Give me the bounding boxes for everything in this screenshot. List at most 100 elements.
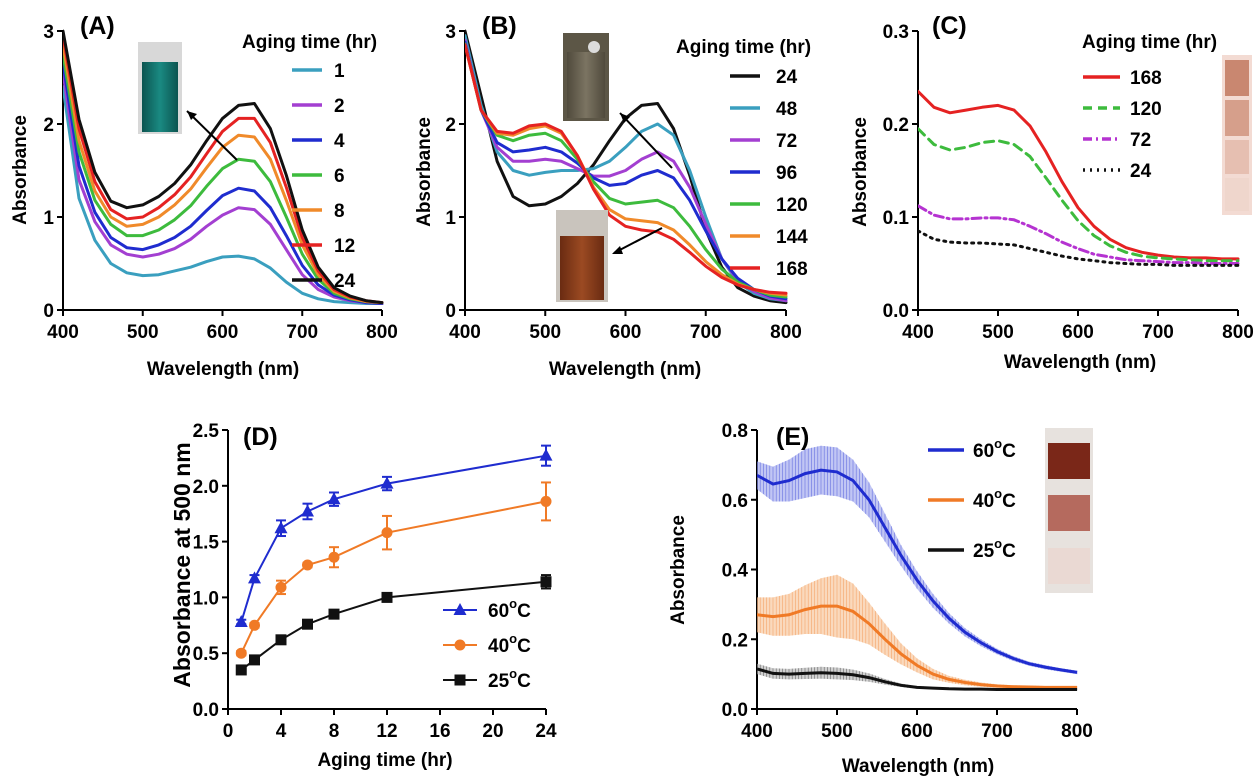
data-point-25 bbox=[275, 634, 287, 646]
panel-b-inset-grey bbox=[563, 33, 609, 121]
panel-b-plot: 400 500 600 700 800 0 1 2 3 bbox=[445, 22, 801, 343]
legend-label-25: 25oC bbox=[488, 666, 531, 692]
x-tick-label: 800 bbox=[1222, 322, 1254, 343]
cuvette-60c bbox=[1048, 443, 1090, 479]
data-point-25 bbox=[328, 608, 340, 620]
legend-label-12: 12 bbox=[334, 236, 355, 257]
panel-d-legend: 60oC 40oC 25oC bbox=[443, 596, 531, 692]
plot-area bbox=[918, 89, 1240, 267]
legend-marker-40 bbox=[454, 639, 466, 651]
legend-label-8: 8 bbox=[334, 201, 345, 222]
y-tick-label: 0.2 bbox=[722, 630, 748, 651]
panel-a-arrow bbox=[186, 110, 238, 161]
legend-label-72: 72 bbox=[1130, 130, 1151, 151]
legend-marker-25 bbox=[454, 674, 466, 686]
legend-label-120: 120 bbox=[776, 195, 808, 216]
legend-label-25: 25oC bbox=[973, 536, 1016, 562]
panel-b: 400 500 600 700 800 0 1 2 3 (B) Absorbance Wavel… bbox=[414, 12, 811, 380]
plot-area bbox=[63, 29, 384, 305]
panel-e-plot: 400 500 600 700 800 0.0 0.2 0.4 0.6 0.8 bbox=[722, 421, 1093, 742]
legend-label-24: 24 bbox=[1130, 161, 1152, 182]
panel-a-arrowhead bbox=[187, 111, 197, 120]
x-tick-label: 700 bbox=[690, 322, 722, 343]
y-tick-label: 0.0 bbox=[193, 700, 219, 721]
legend-label-96: 96 bbox=[776, 163, 797, 184]
legend-unit-40: C bbox=[517, 636, 531, 657]
data-point-40 bbox=[540, 495, 552, 507]
panel-b-arrow-upper bbox=[619, 112, 673, 169]
legend-label-168: 168 bbox=[776, 259, 808, 280]
panel-b-xlabel: Wavelength (nm) bbox=[549, 359, 701, 380]
panel-e: 400 500 600 700 800 0.0 0.2 0.4 0.6 0.8 (E) Absor… bbox=[668, 421, 1093, 777]
cuvette-brown-liquid bbox=[560, 236, 604, 300]
x-tick-label: 400 bbox=[47, 322, 79, 343]
panel-a-inset bbox=[138, 42, 182, 134]
legend-degree-25: o bbox=[994, 536, 1002, 551]
y-tick-label: 1.0 bbox=[193, 588, 219, 609]
y-tick-label: 3 bbox=[43, 22, 54, 43]
panel-c-inset bbox=[1222, 55, 1252, 215]
x-tick-label: 400 bbox=[449, 322, 481, 343]
legend-label-144: 144 bbox=[776, 227, 808, 248]
legend-unit-60: C bbox=[1002, 441, 1016, 462]
y-tick-label: 0 bbox=[445, 301, 456, 322]
series-line-96 bbox=[465, 40, 788, 301]
series-line-6 bbox=[63, 52, 384, 305]
cuvette-teal-liquid bbox=[142, 62, 178, 132]
y-tick-label: 0.5 bbox=[193, 644, 220, 665]
data-point-40 bbox=[302, 559, 313, 571]
panel-c-ylabel: Absorbance bbox=[850, 117, 871, 227]
panel-c-label: (C) bbox=[932, 12, 967, 40]
x-tick-label: 500 bbox=[982, 322, 1014, 343]
legend-unit-40: C bbox=[1002, 491, 1016, 512]
x-tick-label: 700 bbox=[1142, 322, 1174, 343]
series-line-24 bbox=[465, 29, 788, 305]
panel-b-ylabel: Absorbance bbox=[414, 117, 435, 227]
data-point-60 bbox=[539, 448, 553, 461]
panel-a-ylabel: Absorbance bbox=[10, 115, 31, 225]
legend-label-120: 120 bbox=[1130, 99, 1162, 120]
y-tick-label: 1 bbox=[445, 208, 456, 229]
plot-area bbox=[465, 29, 788, 305]
panel-e-inset bbox=[1045, 428, 1093, 593]
x-tick-label: 20 bbox=[482, 721, 503, 742]
legend-label-40: 40oC bbox=[973, 486, 1016, 512]
x-tick-label: 12 bbox=[376, 721, 397, 742]
legend-label-72: 72 bbox=[776, 131, 797, 152]
series-line-40 bbox=[757, 604, 1077, 689]
y-tick-label: 0.6 bbox=[722, 491, 748, 512]
data-point-25 bbox=[381, 591, 393, 603]
x-tick-label: 800 bbox=[366, 322, 398, 343]
x-tick-label: 700 bbox=[286, 322, 318, 343]
cuvette-stack-pink-1 bbox=[1225, 60, 1249, 96]
legend-unit-25: C bbox=[1002, 541, 1016, 562]
legend-label-2: 2 bbox=[334, 96, 345, 117]
series-line-120 bbox=[465, 42, 788, 299]
panel-d: 0 4 8 12 16 20 24 0.0 0.5 1.0 1.5 2.0 2.5 (D) Absorb… bbox=[169, 421, 557, 771]
legend-unit-60: C bbox=[517, 601, 531, 622]
x-tick-label: 16 bbox=[429, 721, 450, 742]
panel-a-xlabel: Wavelength (nm) bbox=[147, 359, 299, 380]
panel-c: 400 500 600 700 800 0.0 0.1 0.2 0.3 (C) Absorban… bbox=[850, 12, 1254, 373]
series-line-24 bbox=[63, 29, 384, 305]
legend-degree-60: o bbox=[994, 436, 1002, 451]
data-point-60 bbox=[274, 521, 288, 534]
data-point-40 bbox=[249, 619, 260, 631]
panel-e-ylabel: Absorbance bbox=[668, 515, 689, 625]
series-line-1 bbox=[63, 85, 384, 305]
legend-unit-25: C bbox=[517, 671, 531, 692]
series-line-4 bbox=[63, 62, 384, 305]
panel-b-legend: 24 48 72 96 120 144 168 bbox=[730, 67, 808, 280]
y-tick-label: 3 bbox=[445, 22, 456, 43]
cuvette-grey-bubble bbox=[588, 41, 600, 53]
y-tick-label: 0.2 bbox=[883, 115, 909, 136]
x-tick-label: 500 bbox=[127, 322, 159, 343]
y-tick-label: 2 bbox=[445, 115, 456, 136]
legend-label-24: 24 bbox=[776, 67, 798, 88]
x-tick-label: 600 bbox=[901, 721, 933, 742]
y-tick-label: 0.3 bbox=[883, 22, 909, 43]
legend-label-60: 60oC bbox=[973, 436, 1016, 462]
data-point-40 bbox=[275, 581, 287, 593]
